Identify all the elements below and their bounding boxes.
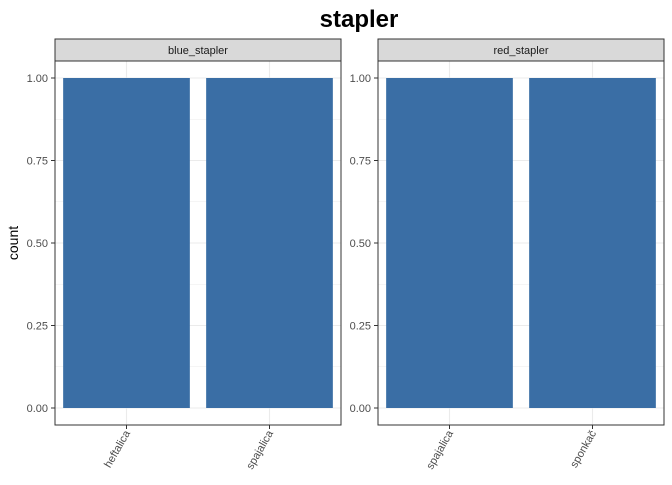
y-tick-label: 0.00 [350, 403, 371, 415]
facet-strip-label: red_stapler [493, 45, 548, 57]
x-tick-label: sponkač [568, 428, 599, 470]
y-tick-label: 1.00 [27, 73, 48, 85]
y-tick-label: 0.50 [350, 238, 371, 250]
y-tick-label: 0.75 [27, 156, 48, 168]
x-tick-label: heftalica [102, 428, 133, 470]
bar-spajalica [206, 78, 333, 408]
y-tick-label: 0.50 [27, 238, 48, 250]
y-tick-label: 1.00 [350, 73, 371, 85]
bar-sponkač [529, 78, 656, 408]
bar-heftalica [63, 78, 190, 408]
y-axis-label: count [5, 226, 21, 260]
facet-strip [54, 38, 342, 62]
y-tick-label: 0.75 [350, 156, 371, 168]
bar-spajalica [386, 78, 513, 408]
y-tick-label: 0.25 [27, 321, 48, 333]
y-tick-label: 0.00 [27, 403, 48, 415]
facet-panel-red_stapler: spajalica sponkač red_stapler 0.00 0.25 0.50 0… [350, 38, 665, 472]
facet-strip [377, 38, 665, 62]
facet-panels: heftalica spajalica blue_stapler 0.00 0.25 0.… [27, 38, 665, 472]
facet-panel-blue_stapler: heftalica spajalica blue_stapler 0.00 0.25 0.… [27, 38, 342, 472]
facet-strip-label: blue_stapler [168, 45, 228, 57]
y-tick-label: 0.25 [350, 321, 371, 333]
chart-title: stapler [320, 6, 399, 33]
x-tick-label: spajalica [244, 428, 276, 472]
x-tick-label: spajalica [424, 428, 456, 472]
